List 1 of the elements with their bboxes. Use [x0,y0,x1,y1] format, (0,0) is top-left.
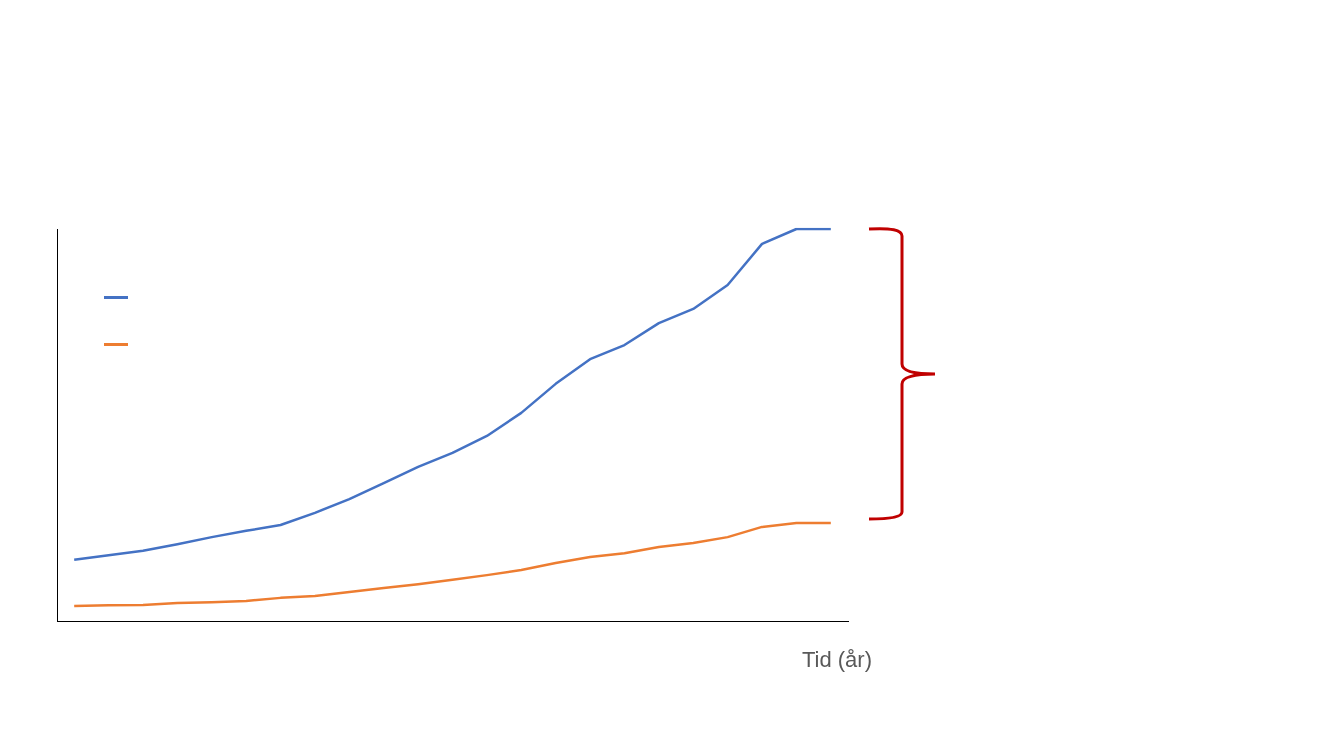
x-axis-title: Tid (år) [801,647,872,673]
